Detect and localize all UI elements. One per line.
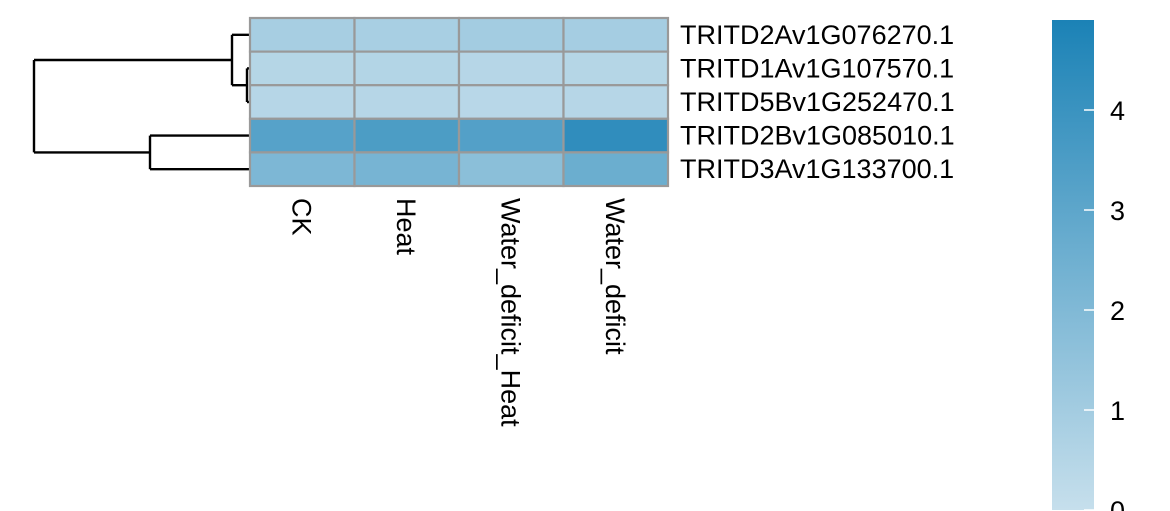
heatmap-cell	[248, 117, 356, 154]
column-label: CK	[286, 198, 316, 236]
heatmap-cell	[562, 151, 670, 188]
heatmap-cell	[248, 84, 356, 120]
heatmap-cell	[457, 50, 565, 87]
heatmap-cell	[562, 84, 670, 120]
row-label: TRITD3Av1G133700.1	[680, 154, 954, 184]
heatmap-cell	[457, 151, 565, 188]
legend-tick-label: 3	[1110, 196, 1125, 226]
heatmap-cell	[353, 84, 461, 120]
heatmap-cell	[562, 50, 670, 87]
column-label: Water_deficit_Heat	[495, 198, 525, 427]
heatmap-cell	[457, 117, 565, 154]
heatmap-cell	[353, 151, 461, 188]
row-dendrogram	[32, 33, 250, 171]
legend-tick-label: 4	[1110, 96, 1125, 126]
row-label: TRITD2Av1G076270.1	[680, 20, 954, 50]
legend-tick-label: 1	[1110, 396, 1125, 426]
heatmap-cell	[248, 16, 356, 53]
heatmap-cell	[248, 50, 356, 87]
legend-tick-label: 2	[1110, 296, 1125, 326]
heatmap-cell	[353, 16, 461, 53]
heatmap-cell	[457, 84, 565, 120]
legend-tick-label: 0	[1110, 496, 1125, 511]
heatmap-cell	[562, 117, 670, 154]
column-label: Water_deficit	[600, 198, 630, 355]
legend-color-bar	[1052, 20, 1094, 510]
color-legend: 0 1 2 3 4	[1052, 20, 1125, 511]
heatmap-cell	[562, 16, 670, 53]
row-label: TRITD5Bv1G252470.1	[680, 87, 955, 117]
row-label: TRITD2Bv1G085010.1	[680, 121, 955, 151]
heatmap-cell	[353, 50, 461, 87]
column-label: Heat	[391, 198, 421, 256]
heatmap-cells	[248, 16, 670, 188]
row-label: TRITD1Av1G107570.1	[680, 53, 954, 83]
heatmap-cell	[457, 16, 565, 53]
column-labels: CK Heat Water_deficit_Heat Water_deficit	[286, 198, 630, 427]
heatmap-cell	[248, 151, 356, 188]
heatmap-cell	[353, 117, 461, 154]
